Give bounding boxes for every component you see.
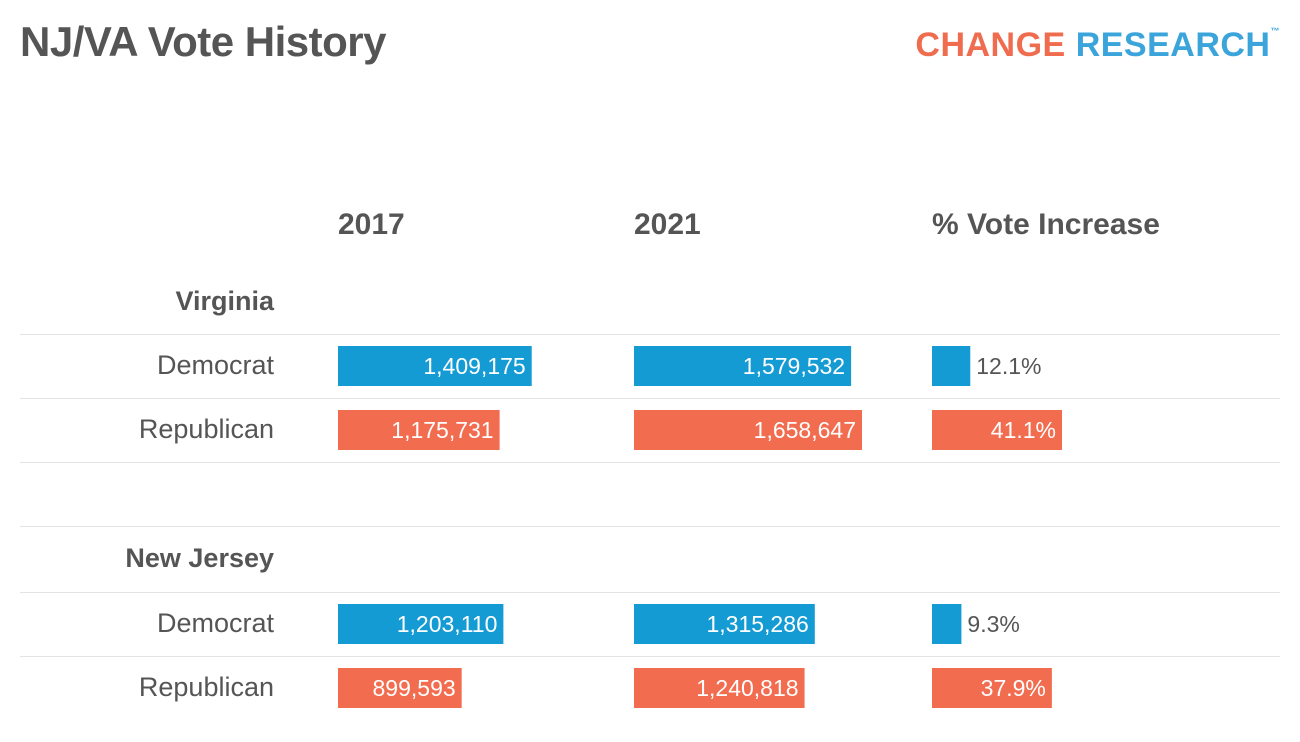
column-header-increase: % Vote Increase: [932, 208, 1160, 241]
new-jersey-democrat-increase-bar: [932, 604, 962, 644]
new-jersey-republican-2017-bar: [338, 668, 462, 708]
virginia-republican-increase-bar: [932, 410, 1062, 450]
virginia-democrat-2021-bar: [634, 346, 852, 386]
party-label-virginia-democrat: Democrat: [156, 350, 274, 380]
party-label-virginia-republican: Republican: [138, 414, 274, 444]
virginia-democrat-increase-label: 12.1%: [976, 353, 1041, 379]
logo-text-research: RESEARCH: [1075, 26, 1271, 64]
new-jersey-republican-2021-bar: [634, 668, 805, 708]
party-label-new-jersey-democrat: Democrat: [156, 608, 274, 638]
change-research-logo: CHANGE RESEARCH™: [915, 26, 1280, 65]
row-divider: [20, 656, 1280, 657]
row-divider: [20, 398, 1280, 399]
chart-title: NJ/VA Vote History: [20, 18, 386, 65]
logo-text-change: CHANGE: [915, 26, 1066, 64]
state-label-new-jersey: New Jersey: [125, 543, 274, 573]
virginia-republican-2021-label: 1,658,647: [754, 417, 856, 443]
virginia-democrat-2021-label: 1,579,532: [743, 353, 845, 379]
column-header-2021: 2021: [634, 208, 701, 241]
party-label-new-jersey-republican: Republican: [138, 672, 274, 702]
virginia-democrat-2017-bar: [338, 346, 532, 386]
new-jersey-republican-increase-bar: [932, 668, 1052, 708]
new-jersey-republican-2021-label: 1,240,818: [696, 675, 798, 701]
row-divider: [20, 334, 1280, 335]
row-divider: [20, 526, 1280, 527]
new-jersey-democrat-increase-label: 9.3%: [967, 611, 1019, 637]
virginia-republican-2017-label: 1,175,731: [391, 417, 493, 443]
state-label-virginia: Virginia: [175, 286, 274, 316]
new-jersey-democrat-2021-bar: [634, 604, 815, 644]
virginia-republican-2021-bar: [634, 410, 862, 450]
virginia-republican-2017-bar: [338, 410, 500, 450]
new-jersey-republican-2017-label: 899,593: [373, 675, 456, 701]
logo-trademark: ™: [1270, 26, 1280, 36]
new-jersey-democrat-2021-label: 1,315,286: [706, 611, 808, 637]
row-divider: [20, 592, 1280, 593]
row-divider: [20, 462, 1280, 463]
virginia-republican-increase-label: 41.1%: [991, 417, 1056, 443]
virginia-democrat-2017-label: 1,409,175: [423, 353, 525, 379]
new-jersey-democrat-2017-bar: [338, 604, 504, 644]
new-jersey-democrat-2017-label: 1,203,110: [397, 611, 498, 637]
virginia-democrat-increase-bar: [932, 346, 971, 386]
column-header-2017: 2017: [338, 208, 405, 241]
new-jersey-republican-increase-label: 37.9%: [981, 675, 1046, 701]
